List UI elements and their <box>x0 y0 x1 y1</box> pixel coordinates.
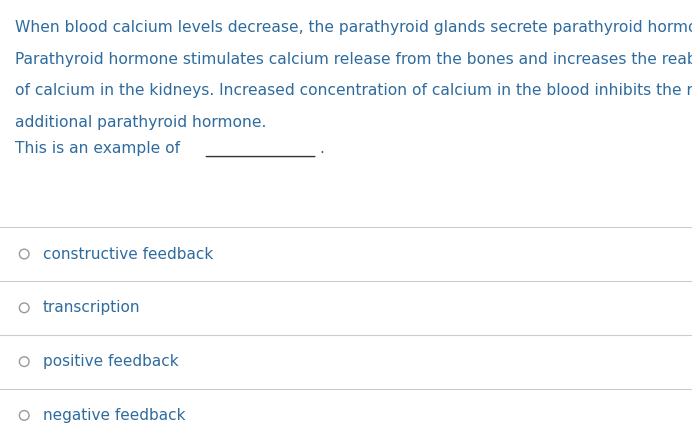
Text: negative feedback: negative feedback <box>43 408 185 423</box>
Text: additional parathyroid hormone.: additional parathyroid hormone. <box>15 115 266 130</box>
Ellipse shape <box>19 303 29 313</box>
Ellipse shape <box>19 357 29 366</box>
Text: .: . <box>320 141 325 156</box>
Ellipse shape <box>19 411 29 420</box>
Text: positive feedback: positive feedback <box>43 354 179 369</box>
Text: constructive feedback: constructive feedback <box>43 247 213 262</box>
Text: transcription: transcription <box>43 300 140 315</box>
Text: of calcium in the kidneys. Increased concentration of calcium in the blood inhib: of calcium in the kidneys. Increased con… <box>15 83 692 98</box>
Text: When blood calcium levels decrease, the parathyroid glands secrete parathyroid h: When blood calcium levels decrease, the … <box>15 20 692 35</box>
Text: This is an example of: This is an example of <box>15 141 185 156</box>
Ellipse shape <box>19 249 29 259</box>
Text: Parathyroid hormone stimulates calcium release from the bones and increases the : Parathyroid hormone stimulates calcium r… <box>15 52 692 67</box>
